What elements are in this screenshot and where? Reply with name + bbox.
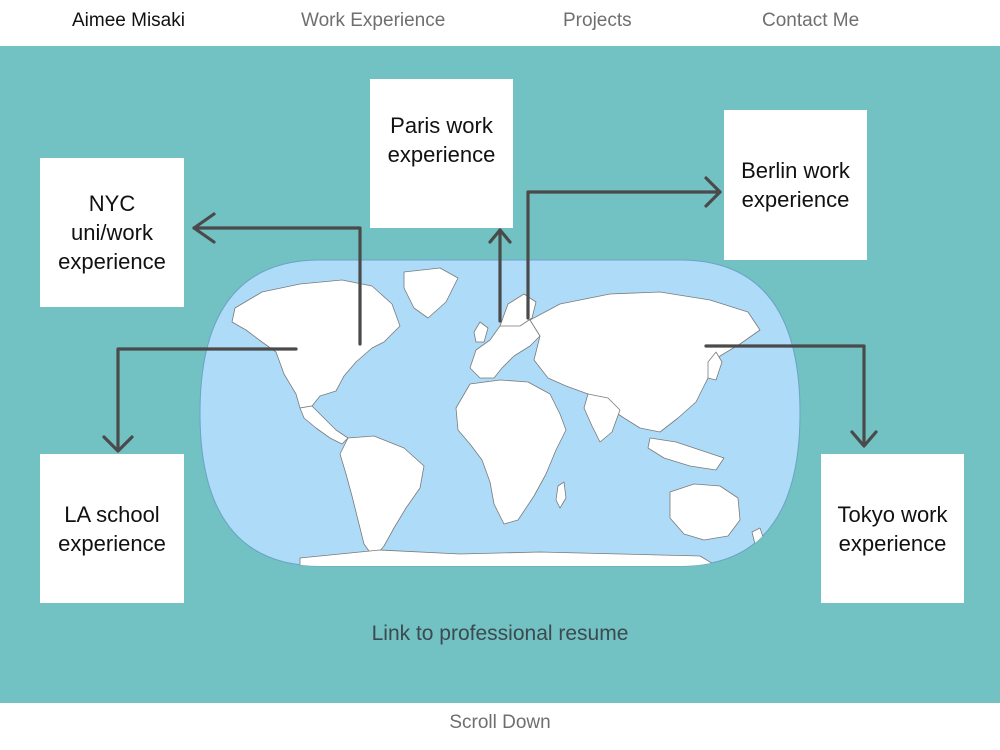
arrow-tokyo-head xyxy=(850,430,878,448)
nav-contact-me[interactable]: Contact Me xyxy=(762,10,860,31)
south-america xyxy=(339,435,425,559)
card-tokyo[interactable]: Tokyo work experience xyxy=(821,454,964,603)
hero-section: NYC uni/work experience Paris work exper… xyxy=(0,46,1000,703)
nav-projects[interactable]: Projects xyxy=(563,10,632,31)
india xyxy=(583,393,621,443)
arrow-berlin-head xyxy=(704,176,722,208)
japan xyxy=(707,351,723,381)
antarctica xyxy=(299,549,721,566)
australia xyxy=(669,483,741,541)
arrow-la-head xyxy=(102,435,134,453)
north-america xyxy=(231,279,401,409)
card-paris[interactable]: Paris work experience xyxy=(370,79,513,228)
resume-link[interactable]: Link to professional resume xyxy=(371,622,629,645)
scroll-down[interactable]: Scroll Down xyxy=(449,712,551,733)
arrow-nyc-head xyxy=(192,212,216,244)
arrow-paris-head xyxy=(488,228,512,244)
top-nav: Aimee Misaki Work Experience Projects Co… xyxy=(0,0,1000,46)
card-berlin[interactable]: Berlin work experience xyxy=(724,110,867,260)
arrow-tokyo xyxy=(704,344,866,446)
greenland xyxy=(403,267,459,319)
arrow-berlin xyxy=(526,190,722,320)
nav-work-experience[interactable]: Work Experience xyxy=(301,10,446,31)
madagascar xyxy=(555,481,567,509)
asia xyxy=(529,291,761,433)
africa xyxy=(455,379,567,525)
arrow-nyc xyxy=(192,226,362,346)
uk xyxy=(473,321,489,343)
central-america xyxy=(299,405,349,445)
arrow-la xyxy=(116,347,298,451)
brand-name[interactable]: Aimee Misaki xyxy=(72,10,185,31)
southeast-asia xyxy=(647,437,725,471)
card-la[interactable]: LA school experience xyxy=(40,454,184,603)
world-map xyxy=(102,176,878,567)
card-nyc[interactable]: NYC uni/work experience xyxy=(40,158,184,307)
